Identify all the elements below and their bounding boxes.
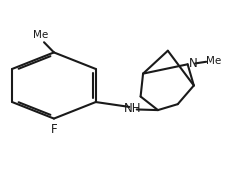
Text: NH: NH [124,102,142,115]
Text: F: F [51,123,57,136]
Text: Me: Me [205,56,221,66]
Text: Me: Me [33,30,48,41]
Text: N: N [189,57,197,70]
